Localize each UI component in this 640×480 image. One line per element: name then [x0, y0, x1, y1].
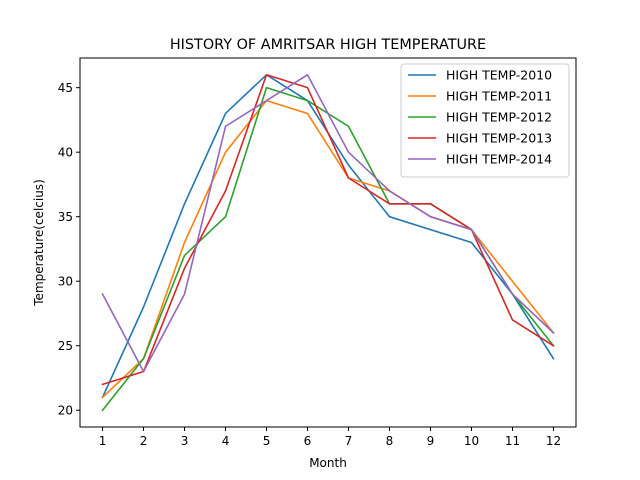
series-line-2: [101, 99, 555, 399]
plot-frame: [79, 57, 577, 428]
x-axis: 1 2 3 4 5 6 7 8 9 10 11 12: [99, 427, 561, 448]
legend-entry: HIGH TEMP-2010: [446, 68, 552, 83]
x-axis-label: Month: [309, 456, 347, 470]
legend-entry: HIGH TEMP-2012: [446, 110, 552, 125]
y-tick-label: 25: [58, 339, 73, 353]
y-tick-label: 30: [58, 275, 73, 289]
x-tick-label: 3: [181, 434, 189, 448]
legend-entry: HIGH TEMP-2013: [446, 131, 552, 146]
y-tick-label: 20: [58, 404, 73, 418]
x-tick-label: 10: [464, 434, 479, 448]
x-tick-label: 5: [263, 434, 271, 448]
legend-entry: HIGH TEMP-2011: [446, 89, 552, 104]
legend-box: [400, 63, 570, 178]
x-tick-label: 1: [99, 434, 107, 448]
series-layer: [101, 73, 555, 412]
x-tick-label: 12: [546, 434, 561, 448]
x-tick-label: 9: [427, 434, 435, 448]
x-tick-label: 8: [386, 434, 394, 448]
y-axis: 20 25 30 35 40 45: [58, 81, 80, 418]
x-tick-label: 11: [505, 434, 520, 448]
series-line-5: [101, 73, 555, 373]
x-tick-label: 7: [345, 434, 353, 448]
x-tick-label: 6: [304, 434, 312, 448]
x-tick-label: 4: [222, 434, 230, 448]
y-tick-label: 35: [58, 210, 73, 224]
y-axis-label: Temperature(celcius): [32, 179, 46, 306]
chart-title: HISTORY OF AMRITSAR HIGH TEMPERATURE: [170, 37, 486, 53]
legend-entry: HIGH TEMP-2014: [446, 152, 552, 167]
y-tick-label: 45: [58, 81, 73, 95]
y-tick-label: 40: [58, 146, 73, 160]
x-tick-label: 2: [140, 434, 148, 448]
series-line-4: [101, 73, 555, 386]
legend: HIGH TEMP-2010 HIGH TEMP-2011 HIGH TEMP-20…: [400, 63, 570, 178]
